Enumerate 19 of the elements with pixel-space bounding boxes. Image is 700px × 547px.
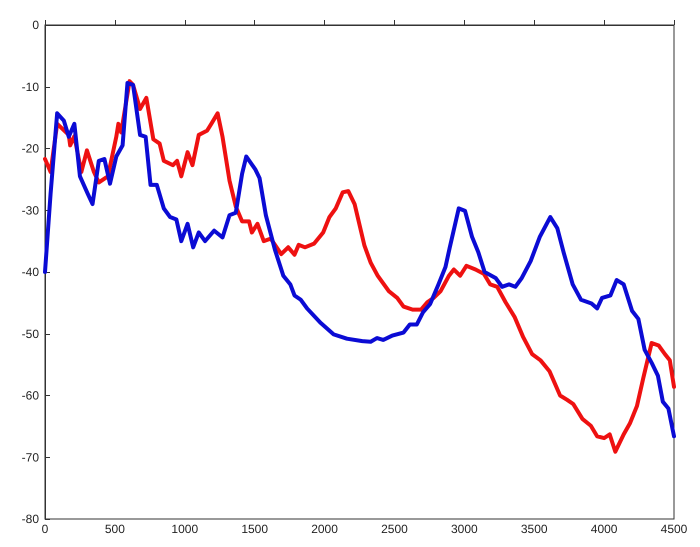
y-tick-label: -60 <box>22 388 40 402</box>
y-tick-label: -20 <box>22 142 40 156</box>
x-tick-label: 2000 <box>311 522 338 536</box>
x-tick-label: 4000 <box>590 522 618 536</box>
x-tick-label: 500 <box>104 522 126 536</box>
y-tick-label: -80 <box>22 512 40 526</box>
y-tick-label: -30 <box>22 203 40 218</box>
x-tick-label: 1000 <box>171 522 198 536</box>
x-tick-label: 0 <box>42 522 49 536</box>
y-tick-label: -70 <box>22 450 40 464</box>
x-tick-label: 2500 <box>381 522 408 536</box>
y-tick-label: -40 <box>22 265 40 279</box>
y-tick-label: -10 <box>22 80 40 94</box>
x-tick-label: 3000 <box>450 522 478 536</box>
x-tick-label: 1500 <box>241 522 268 536</box>
y-tick-label: -50 <box>22 326 40 341</box>
x-tick-label: 3500 <box>520 522 548 536</box>
x-tick-label: 4500 <box>660 522 688 536</box>
y-tick-label: 0 <box>32 18 40 32</box>
